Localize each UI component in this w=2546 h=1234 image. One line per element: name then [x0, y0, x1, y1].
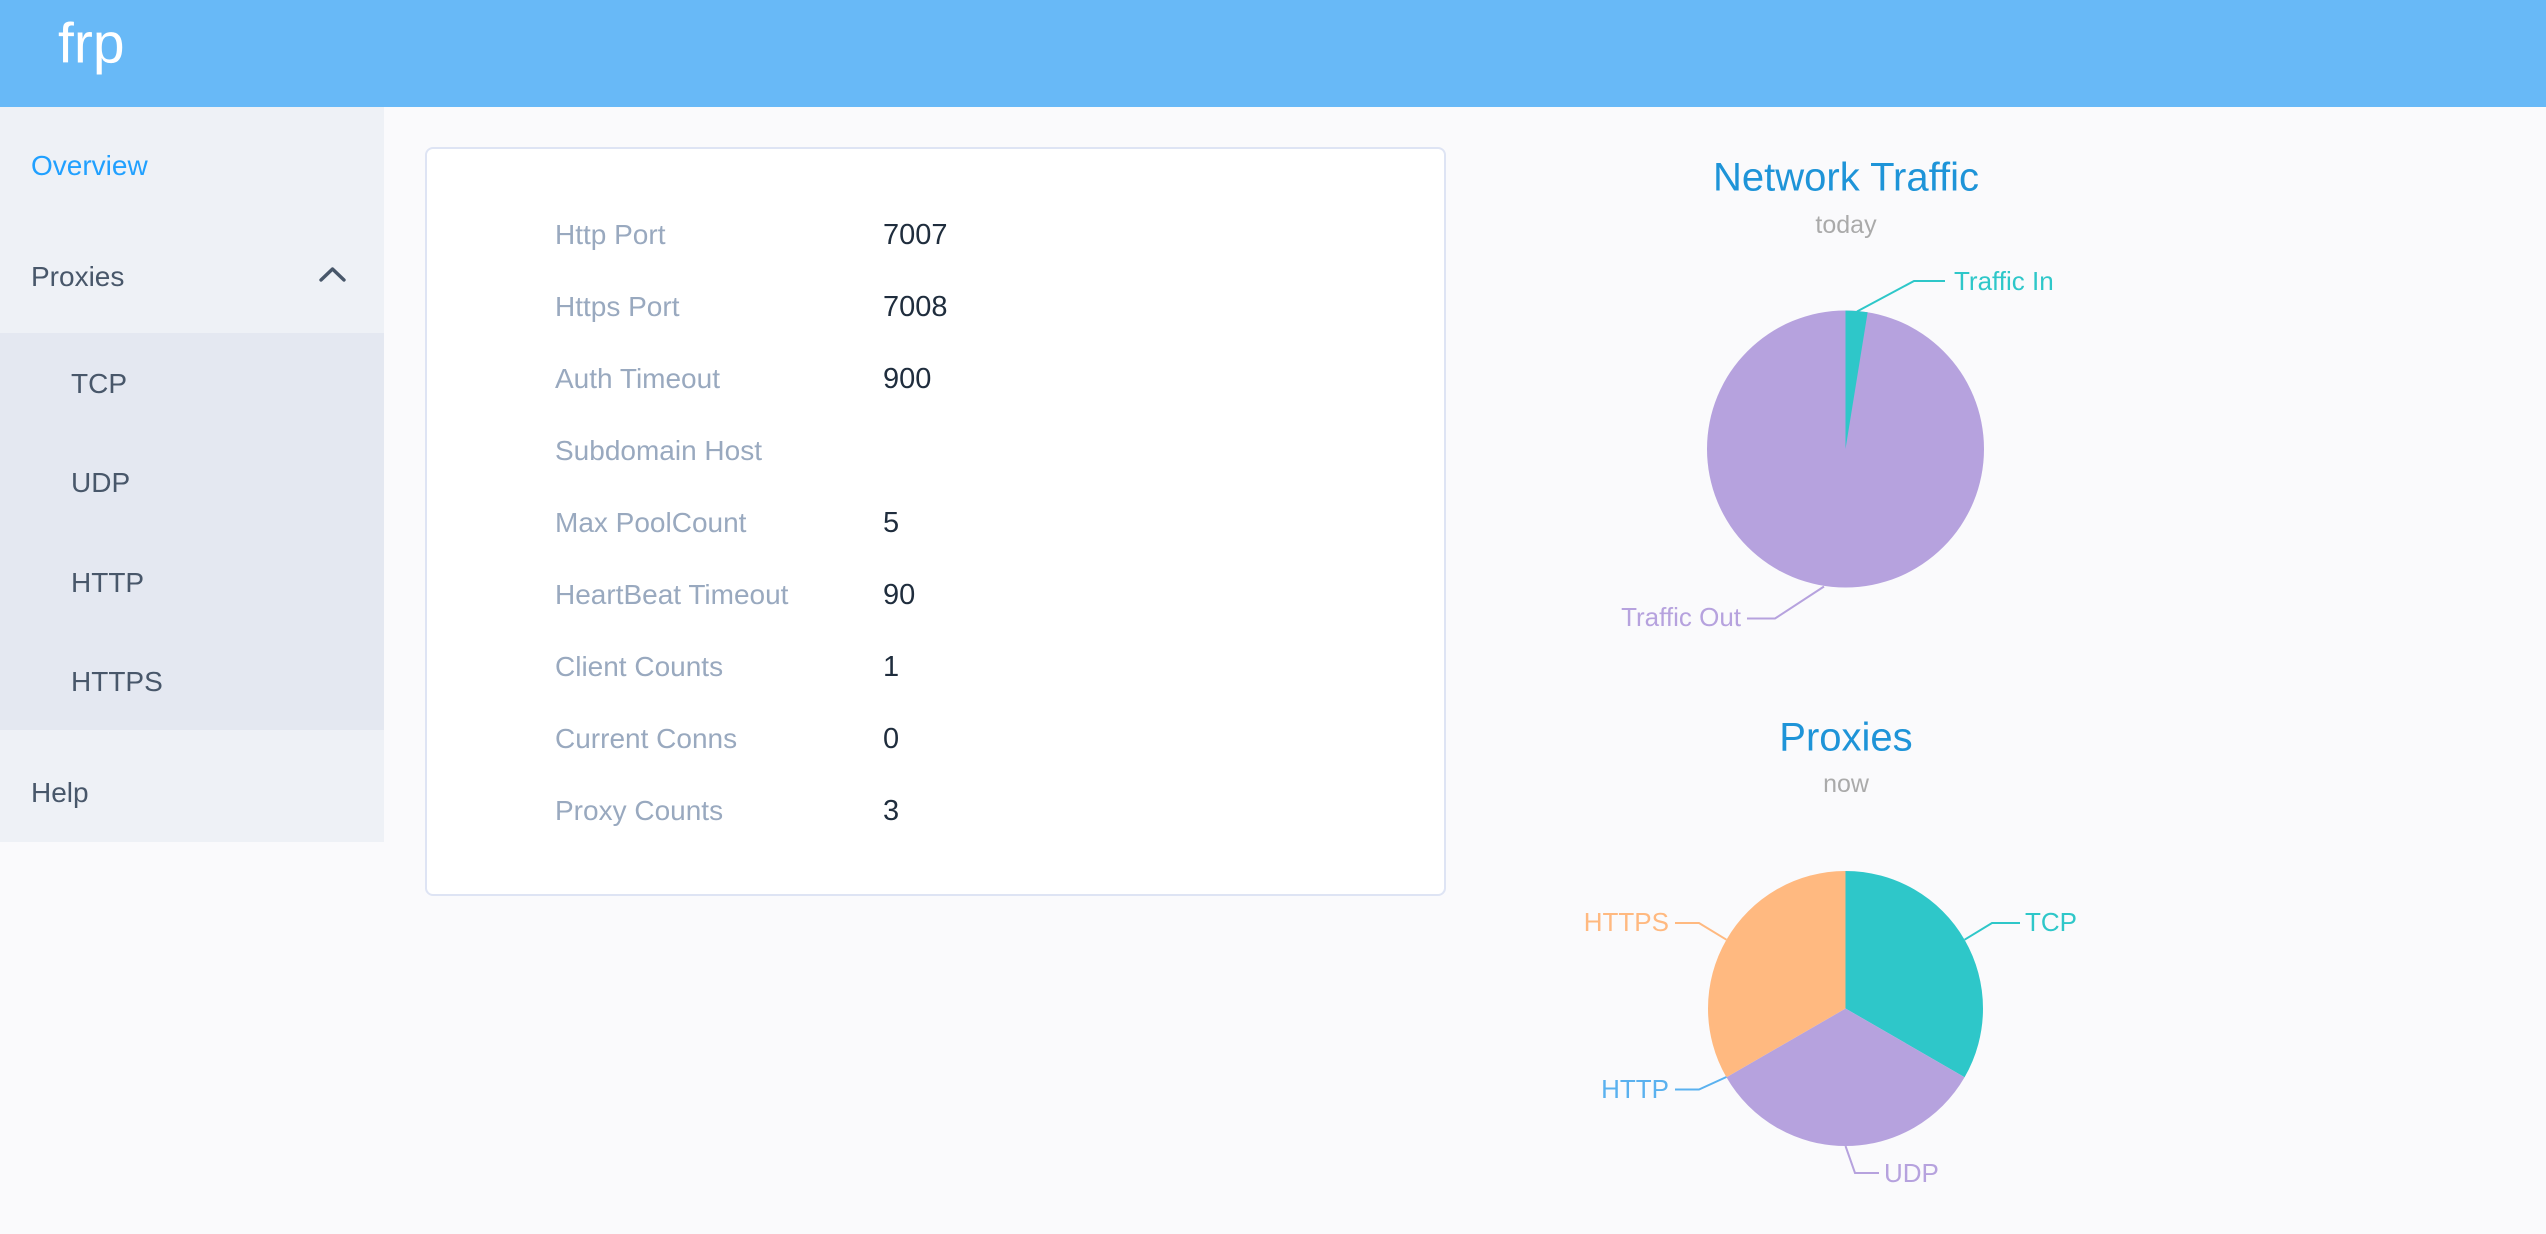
svg-text:HTTP: HTTP: [71, 567, 144, 598]
svg-text:HeartBeat Timeout: HeartBeat Timeout: [555, 579, 789, 610]
svg-text:HTTP: HTTP: [1601, 1074, 1669, 1104]
svg-text:90: 90: [883, 579, 915, 611]
svg-text:Help: Help: [31, 777, 89, 808]
svg-text:TCP: TCP: [2025, 907, 2077, 937]
svg-text:900: 900: [883, 363, 931, 395]
svg-text:UDP: UDP: [1884, 1158, 1939, 1188]
svg-text:HTTPS: HTTPS: [1584, 907, 1669, 937]
svg-text:Client Counts: Client Counts: [555, 651, 723, 682]
svg-text:TCP: TCP: [71, 368, 127, 399]
svg-text:3: 3: [883, 795, 899, 827]
svg-text:HTTPS: HTTPS: [71, 666, 163, 697]
svg-text:Traffic Out: Traffic Out: [1621, 602, 1742, 632]
svg-text:Auth Timeout: Auth Timeout: [555, 363, 720, 394]
svg-text:Proxies: Proxies: [31, 261, 124, 292]
svg-text:Proxy Counts: Proxy Counts: [555, 795, 723, 826]
svg-text:Http Port: Http Port: [555, 219, 666, 250]
svg-text:Current Conns: Current Conns: [555, 723, 737, 754]
svg-text:Overview: Overview: [31, 150, 148, 181]
svg-text:Proxies: Proxies: [1779, 716, 1912, 760]
svg-text:7007: 7007: [883, 219, 948, 251]
svg-text:7008: 7008: [883, 291, 948, 323]
svg-text:1: 1: [883, 651, 899, 683]
svg-text:Network Traffic: Network Traffic: [1713, 156, 1979, 200]
svg-text:now: now: [1823, 770, 1870, 798]
svg-text:Subdomain Host: Subdomain Host: [555, 435, 762, 466]
svg-text:Max PoolCount: Max PoolCount: [555, 507, 747, 538]
svg-text:Traffic In: Traffic In: [1954, 266, 2054, 296]
svg-text:5: 5: [883, 507, 899, 539]
svg-text:0: 0: [883, 723, 899, 755]
svg-text:frp: frp: [58, 12, 125, 76]
svg-text:UDP: UDP: [71, 467, 130, 498]
svg-text:today: today: [1815, 211, 1877, 239]
svg-text:Https Port: Https Port: [555, 291, 680, 322]
